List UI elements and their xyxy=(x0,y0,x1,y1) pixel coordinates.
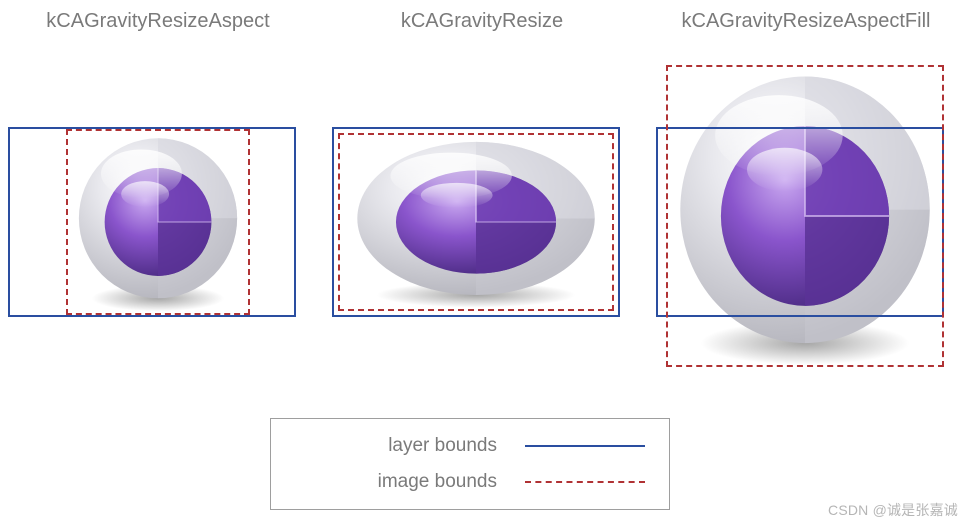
panel-resize: kCAGravityResize xyxy=(332,10,632,371)
legend-row-image: image bounds xyxy=(295,471,645,493)
panel-title: kCAGravityResize xyxy=(401,10,563,33)
panel-stage xyxy=(656,61,956,371)
watermark-text: CSDN @诚是张嘉诚 xyxy=(828,500,958,520)
panels-row: kCAGravityResizeAspect xyxy=(0,0,964,371)
legend-label: image bounds xyxy=(378,471,497,493)
panel-stage xyxy=(332,61,632,371)
legend-box: layer bounds image bounds xyxy=(270,418,670,510)
legend-row-layer: layer bounds xyxy=(295,435,645,457)
panel-aspectfill: kCAGravityResizeAspectFill xyxy=(656,10,956,371)
image-bounds-rect xyxy=(666,65,944,367)
legend-swatch-dashed xyxy=(525,481,645,483)
legend-label: layer bounds xyxy=(388,435,497,457)
panel-title: kCAGravityResizeAspectFill xyxy=(682,10,931,33)
panel-stage xyxy=(8,61,308,371)
panel-title: kCAGravityResizeAspect xyxy=(46,10,269,33)
image-bounds-rect xyxy=(338,133,614,311)
legend-swatch-solid xyxy=(525,445,645,447)
image-bounds-rect xyxy=(66,129,250,315)
panel-aspect: kCAGravityResizeAspect xyxy=(8,10,308,371)
